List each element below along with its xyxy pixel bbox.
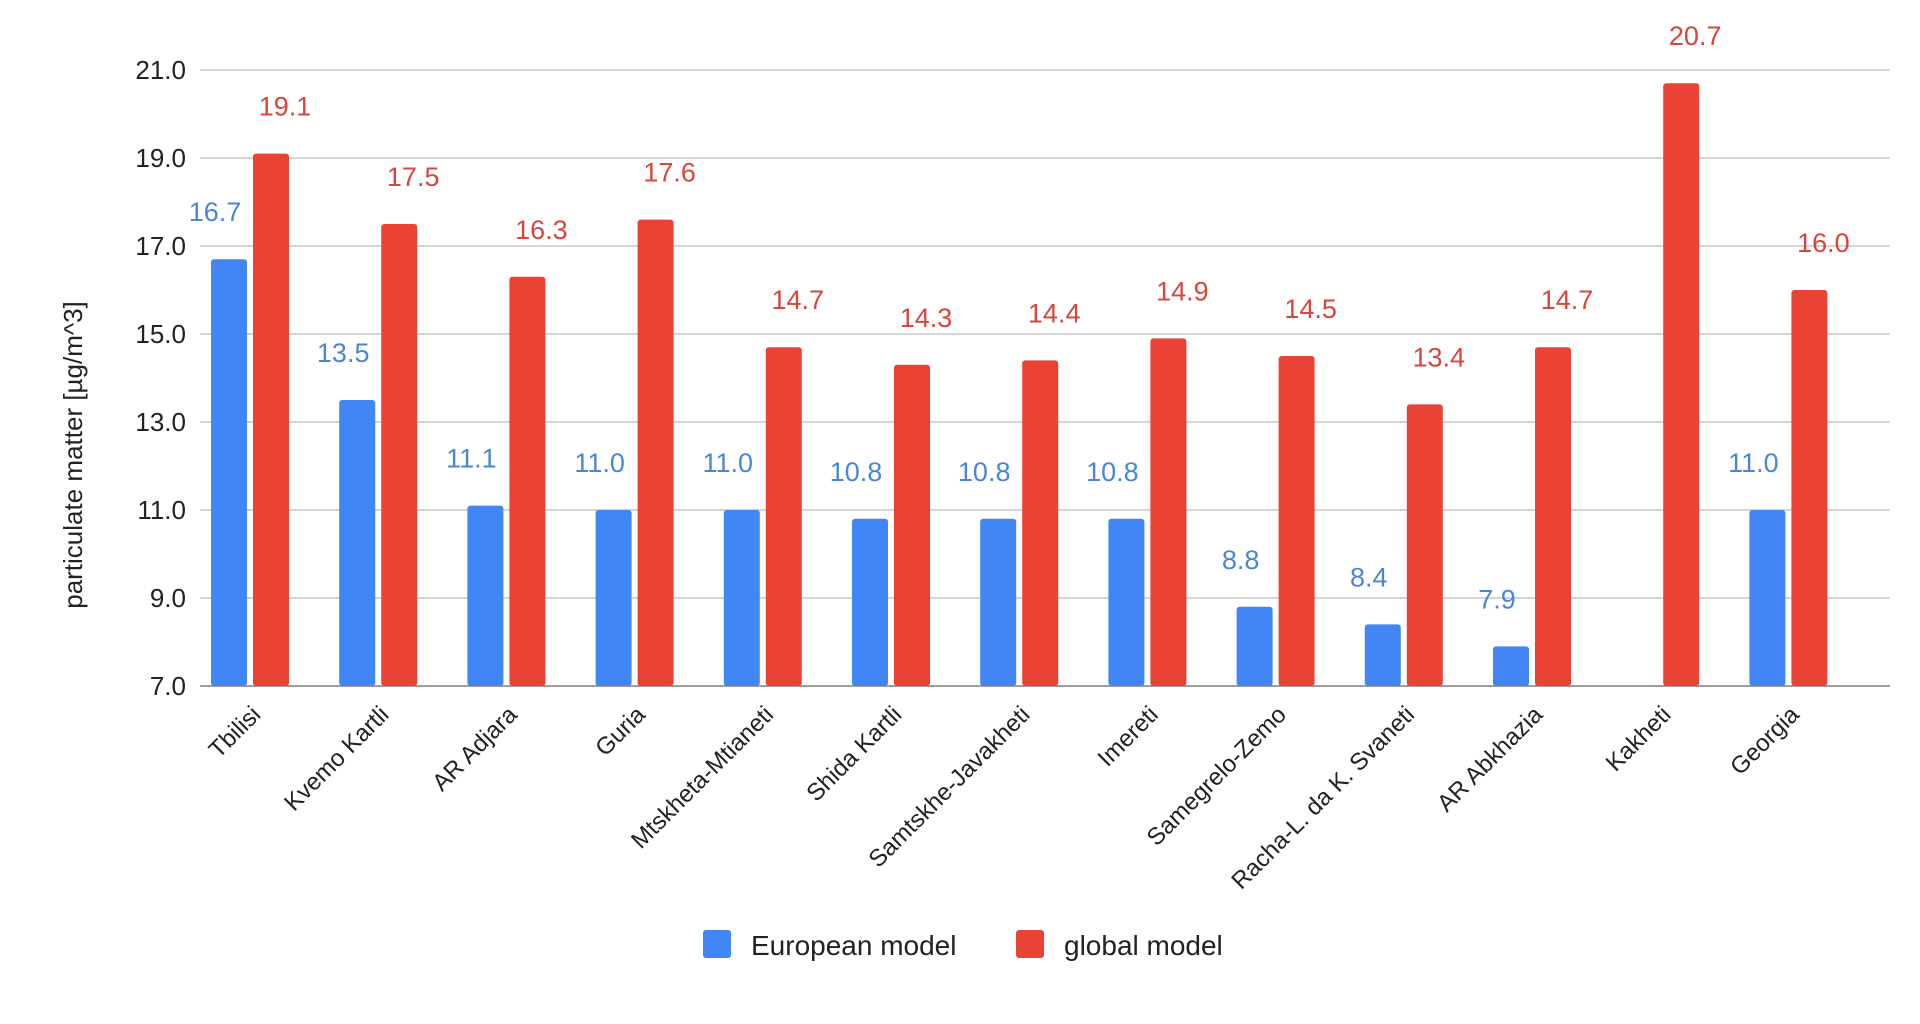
x-category-label: Kakheti [1601, 701, 1677, 777]
data-label: 14.9 [1156, 276, 1209, 306]
data-label: 14.3 [900, 303, 953, 333]
data-label: 14.4 [1028, 298, 1081, 328]
x-category-label: AR Adjara [427, 701, 523, 797]
y-tick-label: 19.0 [135, 143, 186, 173]
bar-global [1663, 83, 1700, 686]
data-label: 19.1 [259, 92, 312, 122]
data-label: 17.5 [387, 162, 440, 192]
legend-entry: global model [1064, 930, 1223, 961]
data-label: 8.4 [1350, 562, 1388, 592]
bar-global [1535, 347, 1571, 686]
x-axis-categories: Tbilisi Kvemo Kartli AR Adjara GuriaMtskhet… [204, 701, 1805, 895]
data-label: 10.8 [1086, 457, 1139, 487]
data-label: 14.5 [1284, 294, 1337, 324]
bar-european [467, 505, 504, 686]
x-category-label: Kvemo Kartli [279, 701, 394, 816]
value-labels: 16.7 19.1 13.5 17.5 11.1 16.3 11.0 17.6 11.0 14.7… [189, 21, 1850, 614]
bars [211, 83, 1828, 687]
bar-global [894, 364, 930, 686]
data-label: 20.7 [1669, 21, 1722, 51]
x-category-label: Imereti [1093, 701, 1164, 772]
x-category-label: Mtskheta-Mtianeti [626, 701, 779, 854]
data-label: 10.8 [958, 457, 1011, 487]
bar-european [1236, 606, 1273, 686]
y-axis-ticks: 7.0 9.0 11.0 13.0 15.0 17.0 19.0 21.0 [135, 55, 186, 701]
legend-entry: European model [751, 930, 956, 961]
data-label: 10.8 [830, 457, 883, 487]
data-label: 14.7 [1541, 285, 1594, 315]
bar-global [381, 224, 418, 686]
legend-swatch [703, 930, 731, 958]
y-tick-label: 13.0 [135, 407, 186, 437]
data-label: 8.8 [1222, 545, 1260, 575]
bar-global [509, 276, 546, 686]
y-tick-label: 9.0 [150, 583, 186, 613]
data-label: 11.0 [574, 448, 625, 478]
bar-global [1791, 290, 1828, 686]
data-label: 13.4 [1413, 342, 1466, 372]
y-tick-label: 17.0 [135, 231, 186, 261]
bar-global [637, 219, 674, 686]
bar-global [765, 347, 802, 686]
bar-european [1749, 510, 1786, 686]
data-label: 16.3 [515, 215, 568, 245]
bar-european [980, 518, 1017, 686]
data-label: 11.0 [703, 448, 754, 478]
bar-european [1493, 646, 1529, 686]
bar-european [1364, 624, 1401, 686]
data-label: 17.6 [643, 158, 696, 188]
y-tick-label: 15.0 [135, 319, 186, 349]
y-axis-title: particulate matter [µg/m^3] [58, 301, 88, 609]
x-category-label: Georgia [1725, 701, 1805, 781]
bar-european [1108, 518, 1145, 686]
legend-swatch [1016, 930, 1044, 958]
bar-european [595, 510, 632, 686]
bar-european [211, 259, 247, 686]
data-label: 16.7 [189, 197, 242, 227]
data-label: 7.9 [1478, 584, 1516, 614]
bar-european [339, 400, 376, 686]
x-category-label: Shida Kartli [801, 701, 907, 807]
y-tick-label: 11.0 [137, 495, 186, 525]
x-category-label: Tbilisi [204, 701, 266, 763]
data-label: 13.5 [317, 338, 370, 368]
data-label: 14.7 [772, 285, 825, 315]
bar-global [253, 153, 289, 687]
bar-global [1278, 356, 1315, 686]
x-category-label: Samegrelo-Zemo [1142, 701, 1292, 851]
legend: European model global model [703, 930, 1223, 961]
bar-european [852, 518, 888, 686]
bar-global [1022, 360, 1059, 686]
y-tick-label: 7.0 [150, 671, 186, 701]
y-tick-label: 21.0 [135, 55, 186, 85]
x-category-label: AR Abkhazia [1432, 701, 1549, 818]
bar-european [723, 510, 760, 686]
bar-global [1150, 338, 1187, 686]
data-label: 11.1 [446, 444, 497, 474]
bar-global [1406, 404, 1443, 686]
data-label: 11.0 [1728, 448, 1779, 478]
data-label: 16.0 [1797, 228, 1850, 258]
x-category-label: Guria [590, 701, 651, 762]
